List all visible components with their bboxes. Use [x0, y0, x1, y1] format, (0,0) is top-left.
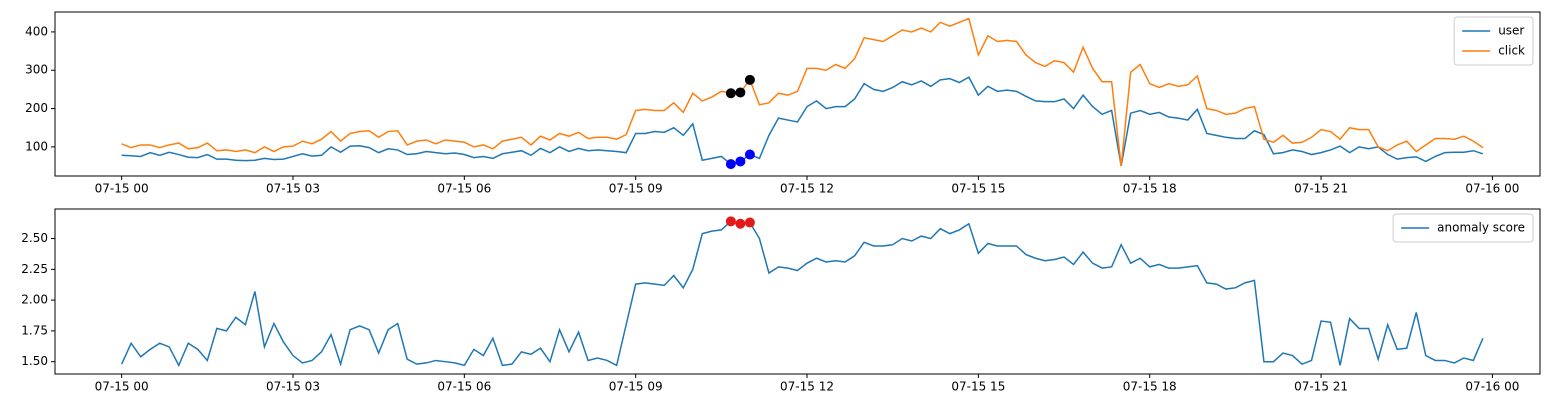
x-tick-label: 07-15 21 [1294, 182, 1348, 196]
x-tick-label: 07-15 15 [951, 380, 1005, 394]
x-tick-label: 07-15 06 [437, 182, 491, 196]
y-tick-label: 1.75 [21, 323, 48, 337]
x-tick-label: 07-15 06 [437, 380, 491, 394]
x-tick-label: 07-15 18 [1123, 380, 1177, 394]
x-tick-label: 07-15 00 [95, 380, 149, 394]
axes-frame [54, 208, 1541, 375]
legend-label: anomaly score [1437, 221, 1525, 235]
axes-frame [54, 11, 1541, 177]
y-tick-label: 2.00 [21, 293, 48, 307]
y-tick-label: 300 [25, 63, 48, 77]
series-line [121, 76, 1484, 167]
anomaly-point [735, 218, 746, 229]
x-tick-label: 07-15 12 [780, 380, 834, 394]
legend-box [1392, 213, 1534, 243]
legend-box [1453, 16, 1534, 66]
x-tick-label: 07-16 00 [1465, 182, 1519, 196]
anomaly-point [735, 87, 746, 98]
anomaly-point [725, 159, 736, 170]
y-tick-label: 2.50 [21, 231, 48, 245]
x-tick-label: 07-15 12 [780, 182, 834, 196]
x-tick-label: 07-15 09 [609, 380, 663, 394]
y-tick-label: 2.25 [21, 262, 48, 276]
y-tick-label: 200 [25, 101, 48, 115]
y-tick-label: 400 [25, 24, 48, 38]
x-tick-label: 07-16 00 [1465, 380, 1519, 394]
x-tick-label: 07-15 03 [266, 182, 320, 196]
anomaly-point [735, 156, 746, 167]
legend-label: click [1498, 44, 1525, 58]
x-tick-label: 07-15 18 [1123, 182, 1177, 196]
series-line [121, 17, 1484, 167]
x-tick-label: 07-15 15 [951, 182, 1005, 196]
x-tick-label: 07-15 03 [266, 380, 320, 394]
y-tick-label: 100 [25, 139, 48, 153]
anomaly-point [744, 149, 755, 160]
anomaly-point [744, 217, 755, 228]
y-tick-label: 1.50 [21, 354, 48, 368]
x-tick-label: 07-15 00 [95, 182, 149, 196]
series-line [120, 220, 1484, 368]
x-tick-label: 07-15 09 [609, 182, 663, 196]
legend-label: user [1498, 24, 1524, 38]
anomaly-point [725, 88, 736, 99]
x-tick-label: 07-15 21 [1294, 380, 1348, 394]
anomaly-point [744, 74, 755, 85]
anomaly-point [725, 216, 736, 227]
